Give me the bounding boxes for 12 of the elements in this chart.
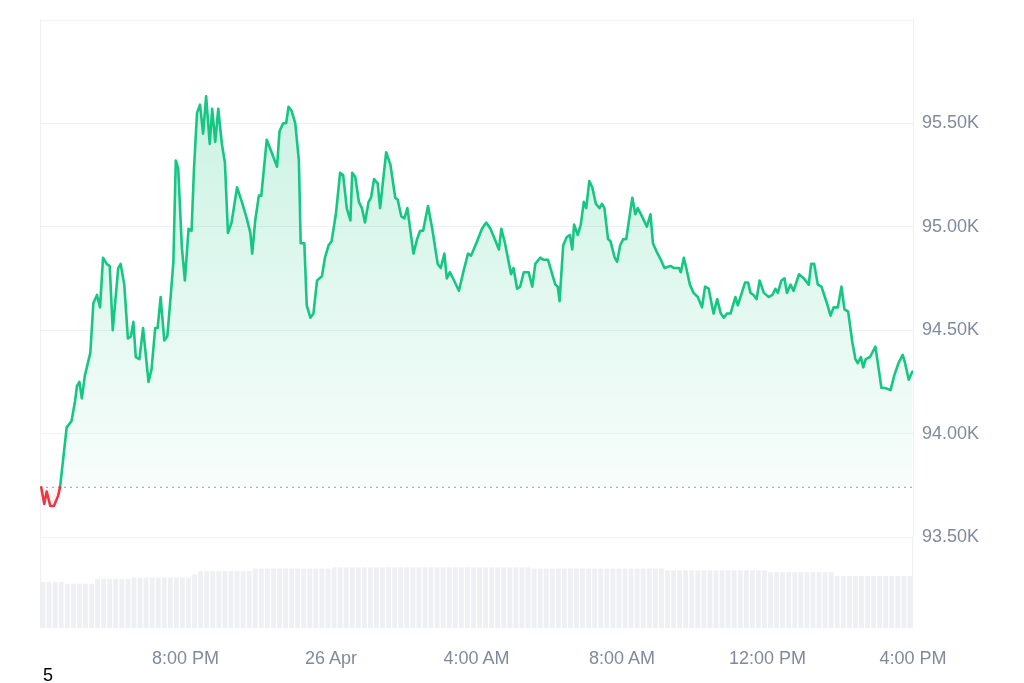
y-tick-label: 95.50K [922, 112, 980, 133]
x-tick-label: 8:00 PM [151, 647, 220, 668]
x-tick-label: 4:00 AM [443, 647, 510, 668]
x-tick-label: 26 Apr [304, 647, 358, 668]
text: 5 [43, 665, 54, 683]
y-tick-label: 95.00K [922, 215, 980, 236]
x-tick-label: 8:00 AM [588, 647, 656, 668]
x-tick-label: 4:00 PM [879, 647, 947, 668]
y-tick-label: 93.50K [922, 525, 980, 546]
y-tick-label: 94.00K [922, 422, 980, 443]
y-tick-label: 94.50K [922, 319, 980, 340]
x-tick-label: 12:00 PM [728, 647, 807, 668]
